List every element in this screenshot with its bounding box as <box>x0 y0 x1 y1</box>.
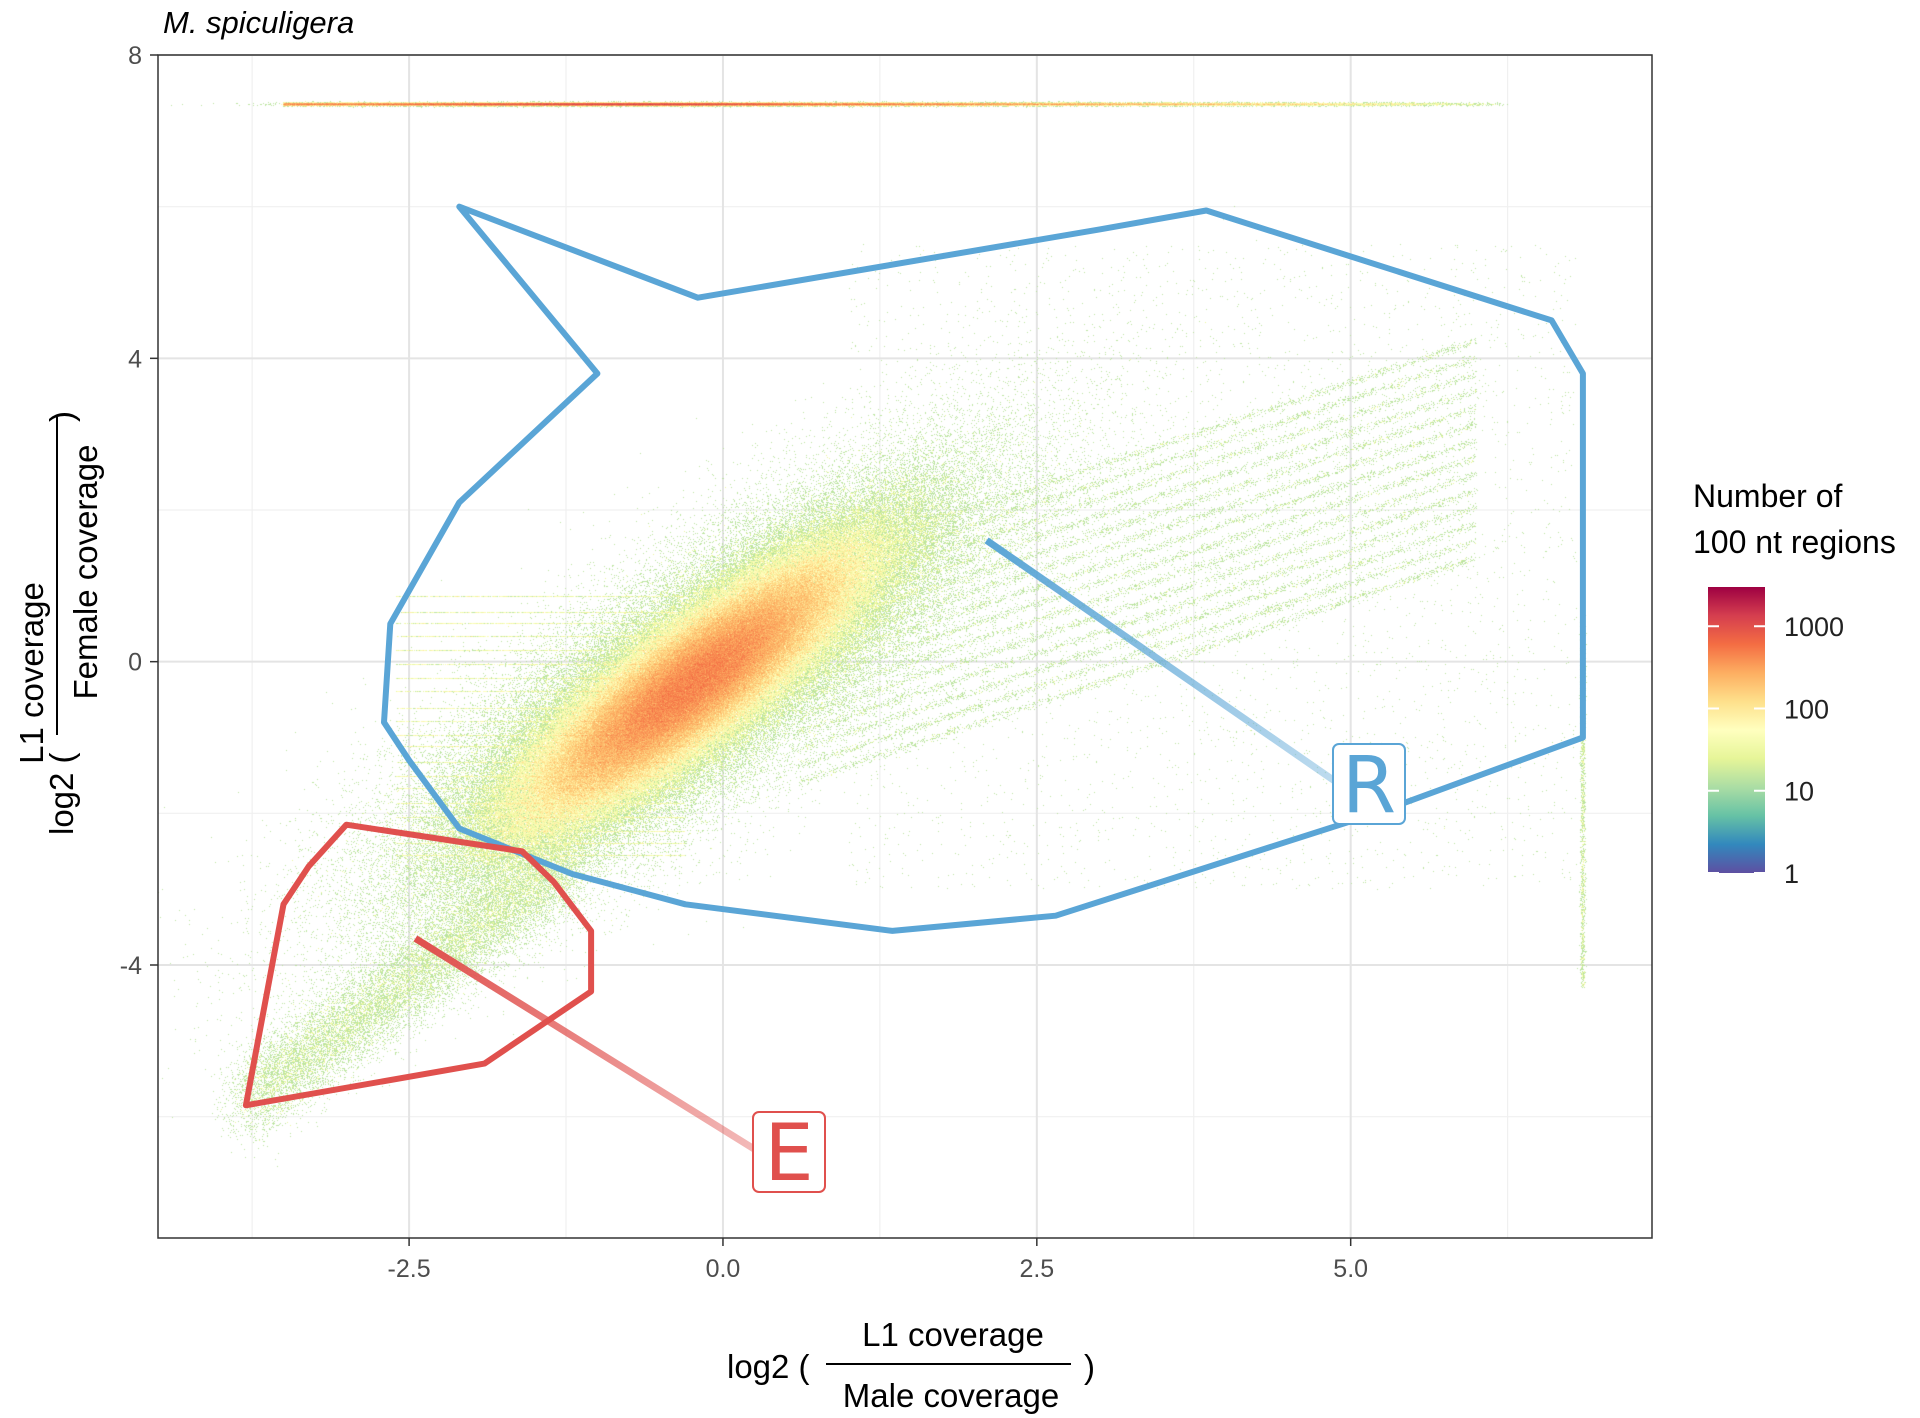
legend-ticks: 1 10 100 1000 <box>1708 612 1844 889</box>
region-pointer-e <box>413 935 761 1155</box>
plot-panel-border <box>157 54 1653 1239</box>
x-axis-label: log2 ( L1 coverage Male coverage ) <box>727 1316 1095 1414</box>
density-point-cloud <box>158 55 1652 1238</box>
x-axis-label-denominator: Male coverage <box>843 1377 1059 1414</box>
y-axis-label-numerator: L1 coverage <box>13 582 50 764</box>
y-axis-label-denominator: Female coverage <box>67 445 104 700</box>
y-tick-label: 4 <box>128 345 142 373</box>
legend-title-line-2: 100 nt regions <box>1693 524 1896 560</box>
y-axis-label: log2 ( L1 coverage Female coverage ) <box>13 411 104 835</box>
legend-tick-label: 10 <box>1784 777 1814 807</box>
y-axis-label-prefix: log2 ( <box>43 752 80 835</box>
legend-tick-label: 100 <box>1784 694 1829 724</box>
region-pointer-r <box>984 537 1341 787</box>
color-legend: Number of 100 nt regions 1 10 100 1000 <box>1693 478 1896 889</box>
x-axis-label-prefix: log2 ( <box>727 1348 810 1385</box>
y-tick-label: 8 <box>128 42 142 70</box>
region-label-r: R <box>1342 741 1396 831</box>
region-labels: RE <box>752 741 1406 1199</box>
chart-title: M. spiculigera <box>163 5 354 40</box>
region-outline-e <box>242 821 595 1109</box>
y-axis-label-suffix: ) <box>43 411 80 422</box>
x-axis-label-numerator: L1 coverage <box>862 1316 1044 1353</box>
legend-title-line-1: Number of <box>1693 478 1843 514</box>
region-label-e: E <box>764 1109 813 1199</box>
region-label-box-e <box>752 1111 826 1193</box>
region-outlines <box>242 203 1586 1109</box>
x-tick-label: 0.0 <box>706 1255 741 1283</box>
annotation-pointers <box>413 537 1341 1155</box>
legend-tick-label: 1 <box>1784 859 1799 889</box>
region-label-box-r <box>1332 743 1406 825</box>
x-axis: -2.5 0.0 2.5 5.0 <box>388 1238 1368 1283</box>
y-tick-label: 0 <box>128 649 142 677</box>
legend-tick-label: 1000 <box>1784 612 1844 642</box>
x-tick-label: -2.5 <box>388 1255 431 1283</box>
x-tick-label: 5.0 <box>1333 1255 1368 1283</box>
y-tick-label: -4 <box>120 952 142 980</box>
y-axis: -4 0 4 8 <box>120 42 158 980</box>
x-tick-label: 2.5 <box>1019 1255 1054 1283</box>
x-axis-label-suffix: ) <box>1084 1348 1095 1385</box>
legend-colorbar <box>1708 587 1765 873</box>
region-outline-r <box>381 203 1586 934</box>
